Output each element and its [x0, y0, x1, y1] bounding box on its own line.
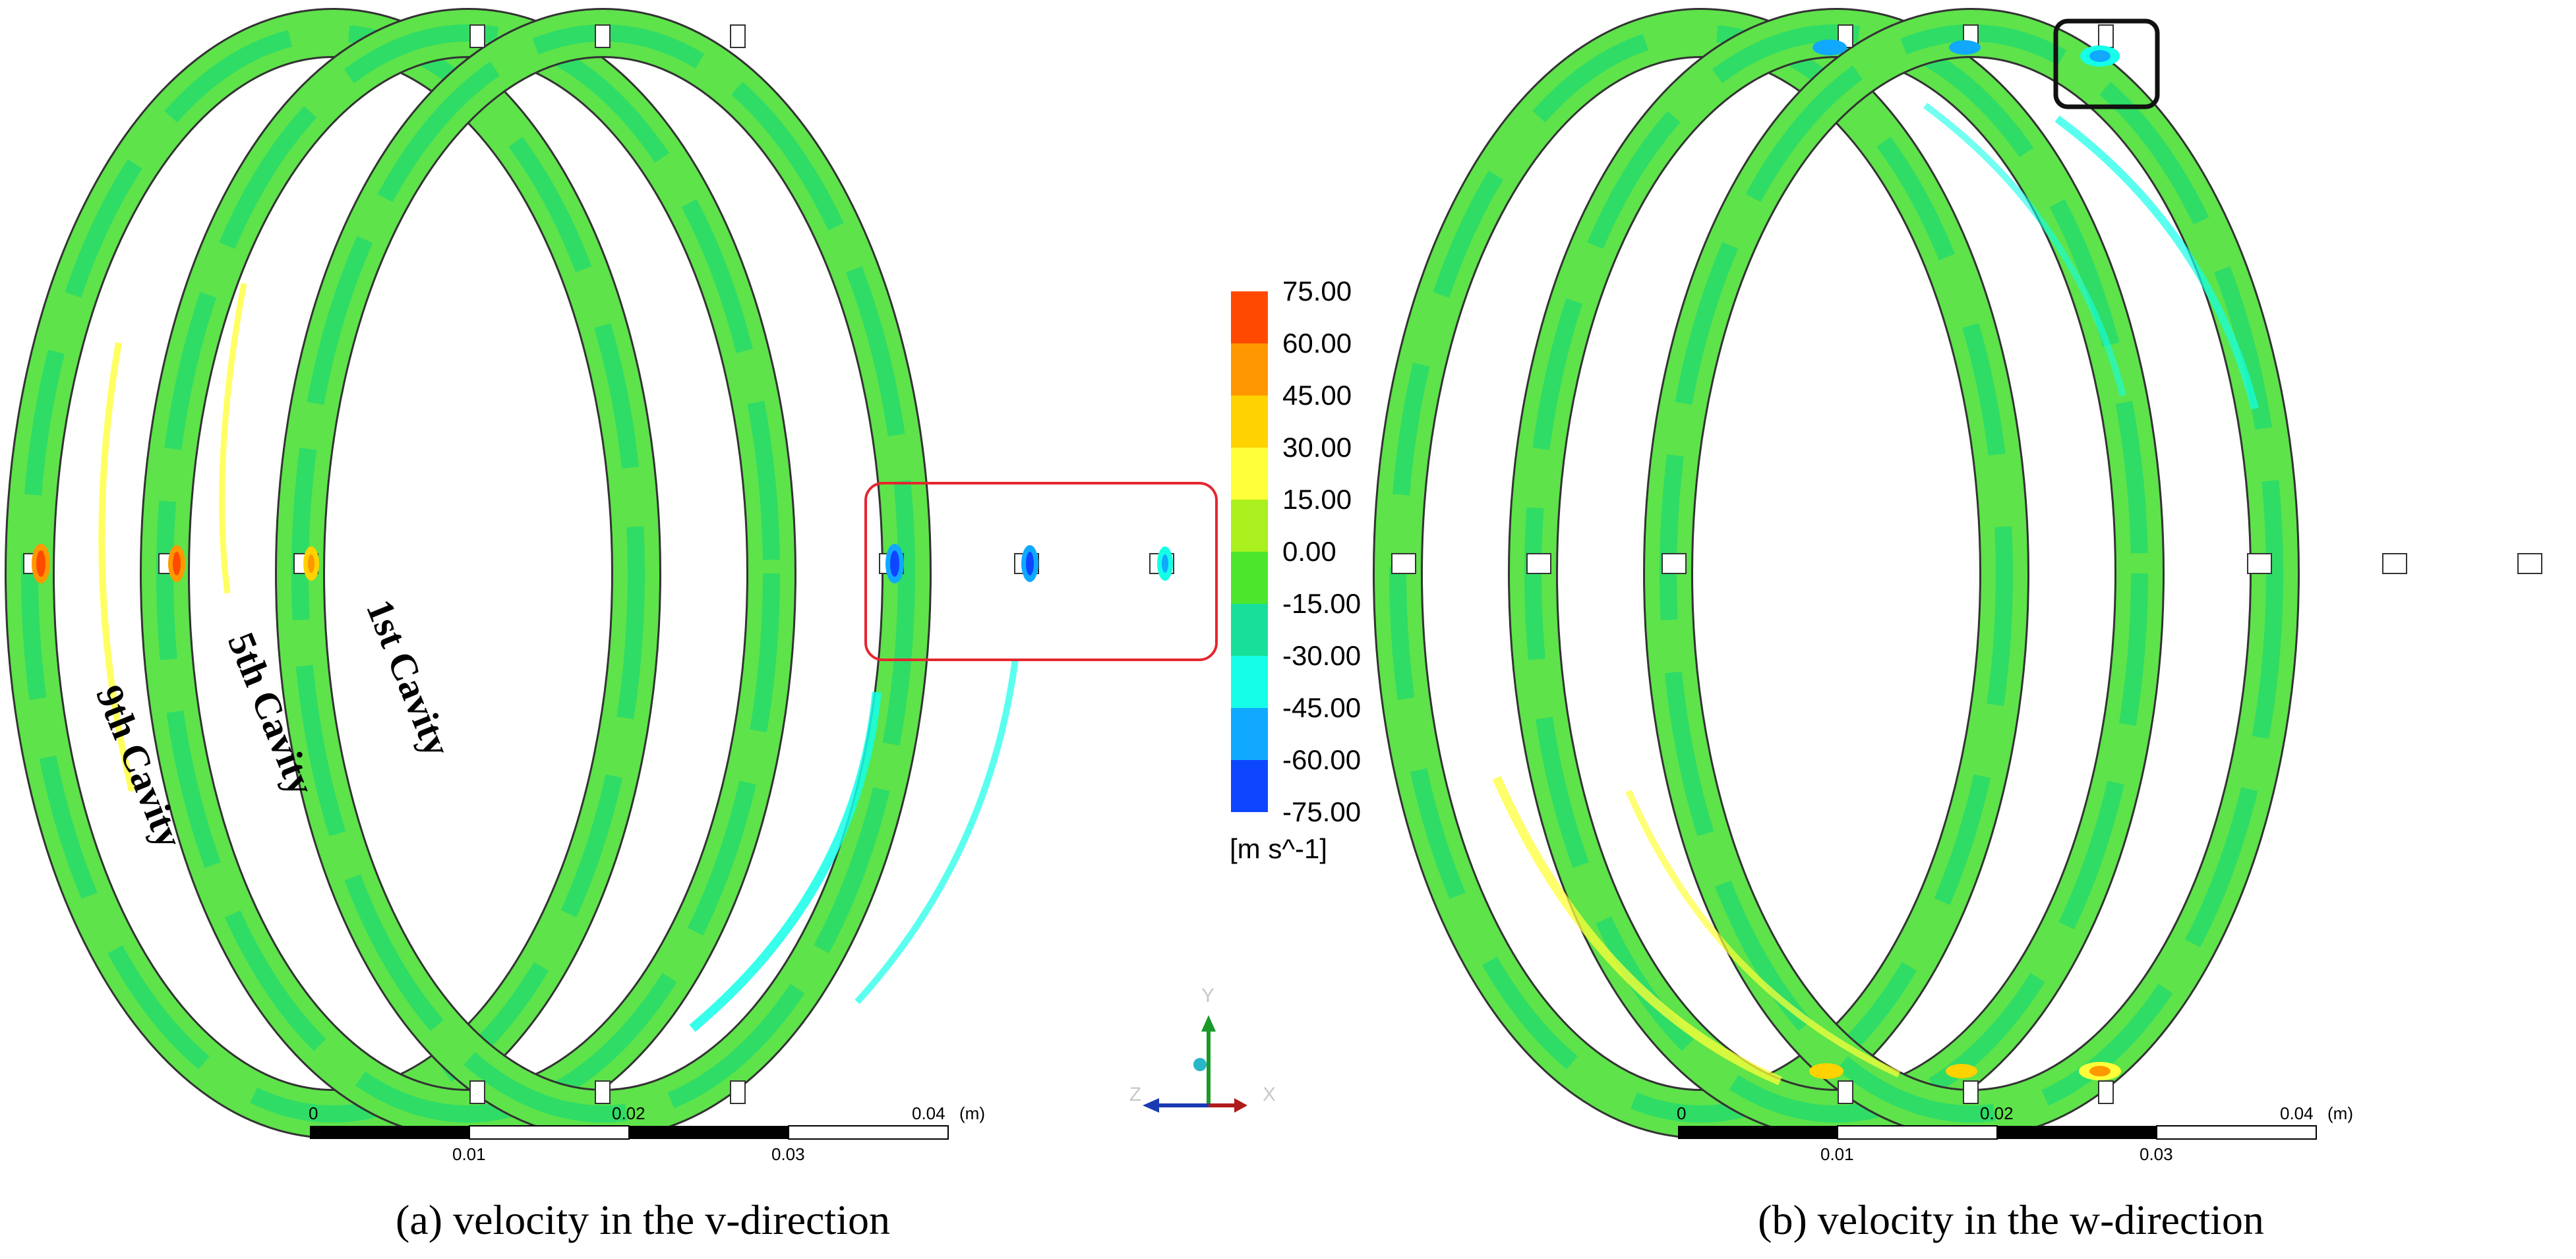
slot-markers-b	[1391, 24, 2542, 1104]
velocity-spots-top	[1812, 40, 2120, 67]
panel-a-contour-plot: 9th Cavity 5th Cavity 1st Cavity	[5, 8, 1218, 1139]
scale-a-label-003: 0.03	[771, 1144, 805, 1164]
legend-color-swatch	[1231, 552, 1268, 604]
legend-tick-label: -75.00	[1282, 796, 1361, 827]
contour-band	[2054, 115, 2259, 410]
slot-markers	[23, 24, 1174, 1104]
scale-b-label-001: 0.01	[1820, 1144, 1854, 1164]
legend-tick-label: 30.00	[1282, 432, 1352, 463]
ring-b-back	[1373, 8, 2029, 1139]
legend-tick-label: -45.00	[1282, 692, 1361, 723]
scale-a-label-001: 0.01	[452, 1144, 486, 1164]
contour-band	[689, 691, 882, 1032]
caption-panel-a: (a) velocity in the v-direction	[396, 1196, 890, 1243]
legend-color-swatch	[1231, 708, 1268, 760]
highlight-box-black	[2053, 18, 2160, 109]
scale-a-label-002: 0.02	[612, 1103, 645, 1123]
ring-b-front	[1643, 8, 2300, 1139]
caption-panel-b: (b) velocity in the w-direction	[1758, 1196, 2264, 1243]
axis-x-label: X	[1263, 1084, 1276, 1105]
ring-b-middle	[1508, 8, 2165, 1139]
contour-band	[219, 283, 247, 594]
legend-tick-label: 15.00	[1282, 484, 1352, 515]
velocity-hotspots-left	[32, 544, 319, 583]
legend-color-swatch	[1231, 656, 1268, 708]
legend-tick-label: -30.00	[1282, 640, 1361, 671]
contour-band	[1492, 776, 1782, 1086]
ring-5th-cavity	[140, 8, 796, 1139]
scale-bar-b: 0 0.02 0.04 (m) 0.01 0.03	[1677, 1103, 2353, 1164]
legend-color-swatch	[1231, 291, 1268, 343]
legend-tick-label: -15.00	[1282, 588, 1361, 619]
legend-tick-label: 45.00	[1282, 380, 1352, 411]
velocity-spots-bottom	[1809, 1062, 2121, 1080]
scale-b-label-003: 0.03	[2140, 1144, 2173, 1164]
ring-1st-cavity	[275, 8, 932, 1139]
axis-z-label: Z	[1129, 1084, 1141, 1105]
legend-tick-label: -60.00	[1282, 744, 1361, 775]
legend-color-swatch	[1231, 448, 1268, 500]
highlight-box-red	[864, 482, 1218, 661]
color-legend: 75.00 60.00 45.00 30.00 15.00 0.00 -15.00 -30.0…	[1230, 276, 1361, 864]
scale-b-unit: (m)	[2327, 1103, 2353, 1123]
axis-triad: Y Z X	[1129, 985, 1276, 1113]
contour-band	[1625, 790, 1901, 1078]
velocity-coldspots-right	[885, 544, 1173, 583]
scale-a-unit: (m)	[959, 1103, 985, 1123]
scale-b-label-002: 0.02	[1980, 1103, 2014, 1123]
legend-color-swatch	[1231, 760, 1268, 812]
contour-band	[854, 659, 1019, 1005]
scale-bar-a: 0 0.02 0.04 (m) 0.01 0.03	[309, 1103, 985, 1164]
legend-tick-label: 0.00	[1282, 536, 1336, 567]
legend-tick-label: 60.00	[1282, 328, 1352, 359]
contour-band	[1923, 102, 2126, 397]
legend-color-swatch	[1231, 395, 1268, 448]
axis-y-label: Y	[1201, 985, 1214, 1007]
legend-color-swatch	[1231, 500, 1268, 552]
contour-band	[98, 342, 135, 792]
legend-unit: [m s^-1]	[1230, 833, 1327, 864]
label-1st-cavity: 1st Cavity	[358, 594, 460, 763]
legend-color-swatch	[1231, 343, 1268, 395]
scale-a-label-0: 0	[309, 1103, 318, 1123]
legend-tick-label: 75.00	[1282, 276, 1352, 307]
panel-b-contour-plot	[1373, 8, 2542, 1139]
scale-a-label-004: 0.04	[912, 1103, 945, 1123]
scale-b-label-0: 0	[1677, 1103, 1686, 1123]
scale-b-label-004: 0.04	[2280, 1103, 2314, 1123]
legend-color-swatch	[1231, 604, 1268, 656]
ring-9th-cavity	[5, 8, 661, 1139]
